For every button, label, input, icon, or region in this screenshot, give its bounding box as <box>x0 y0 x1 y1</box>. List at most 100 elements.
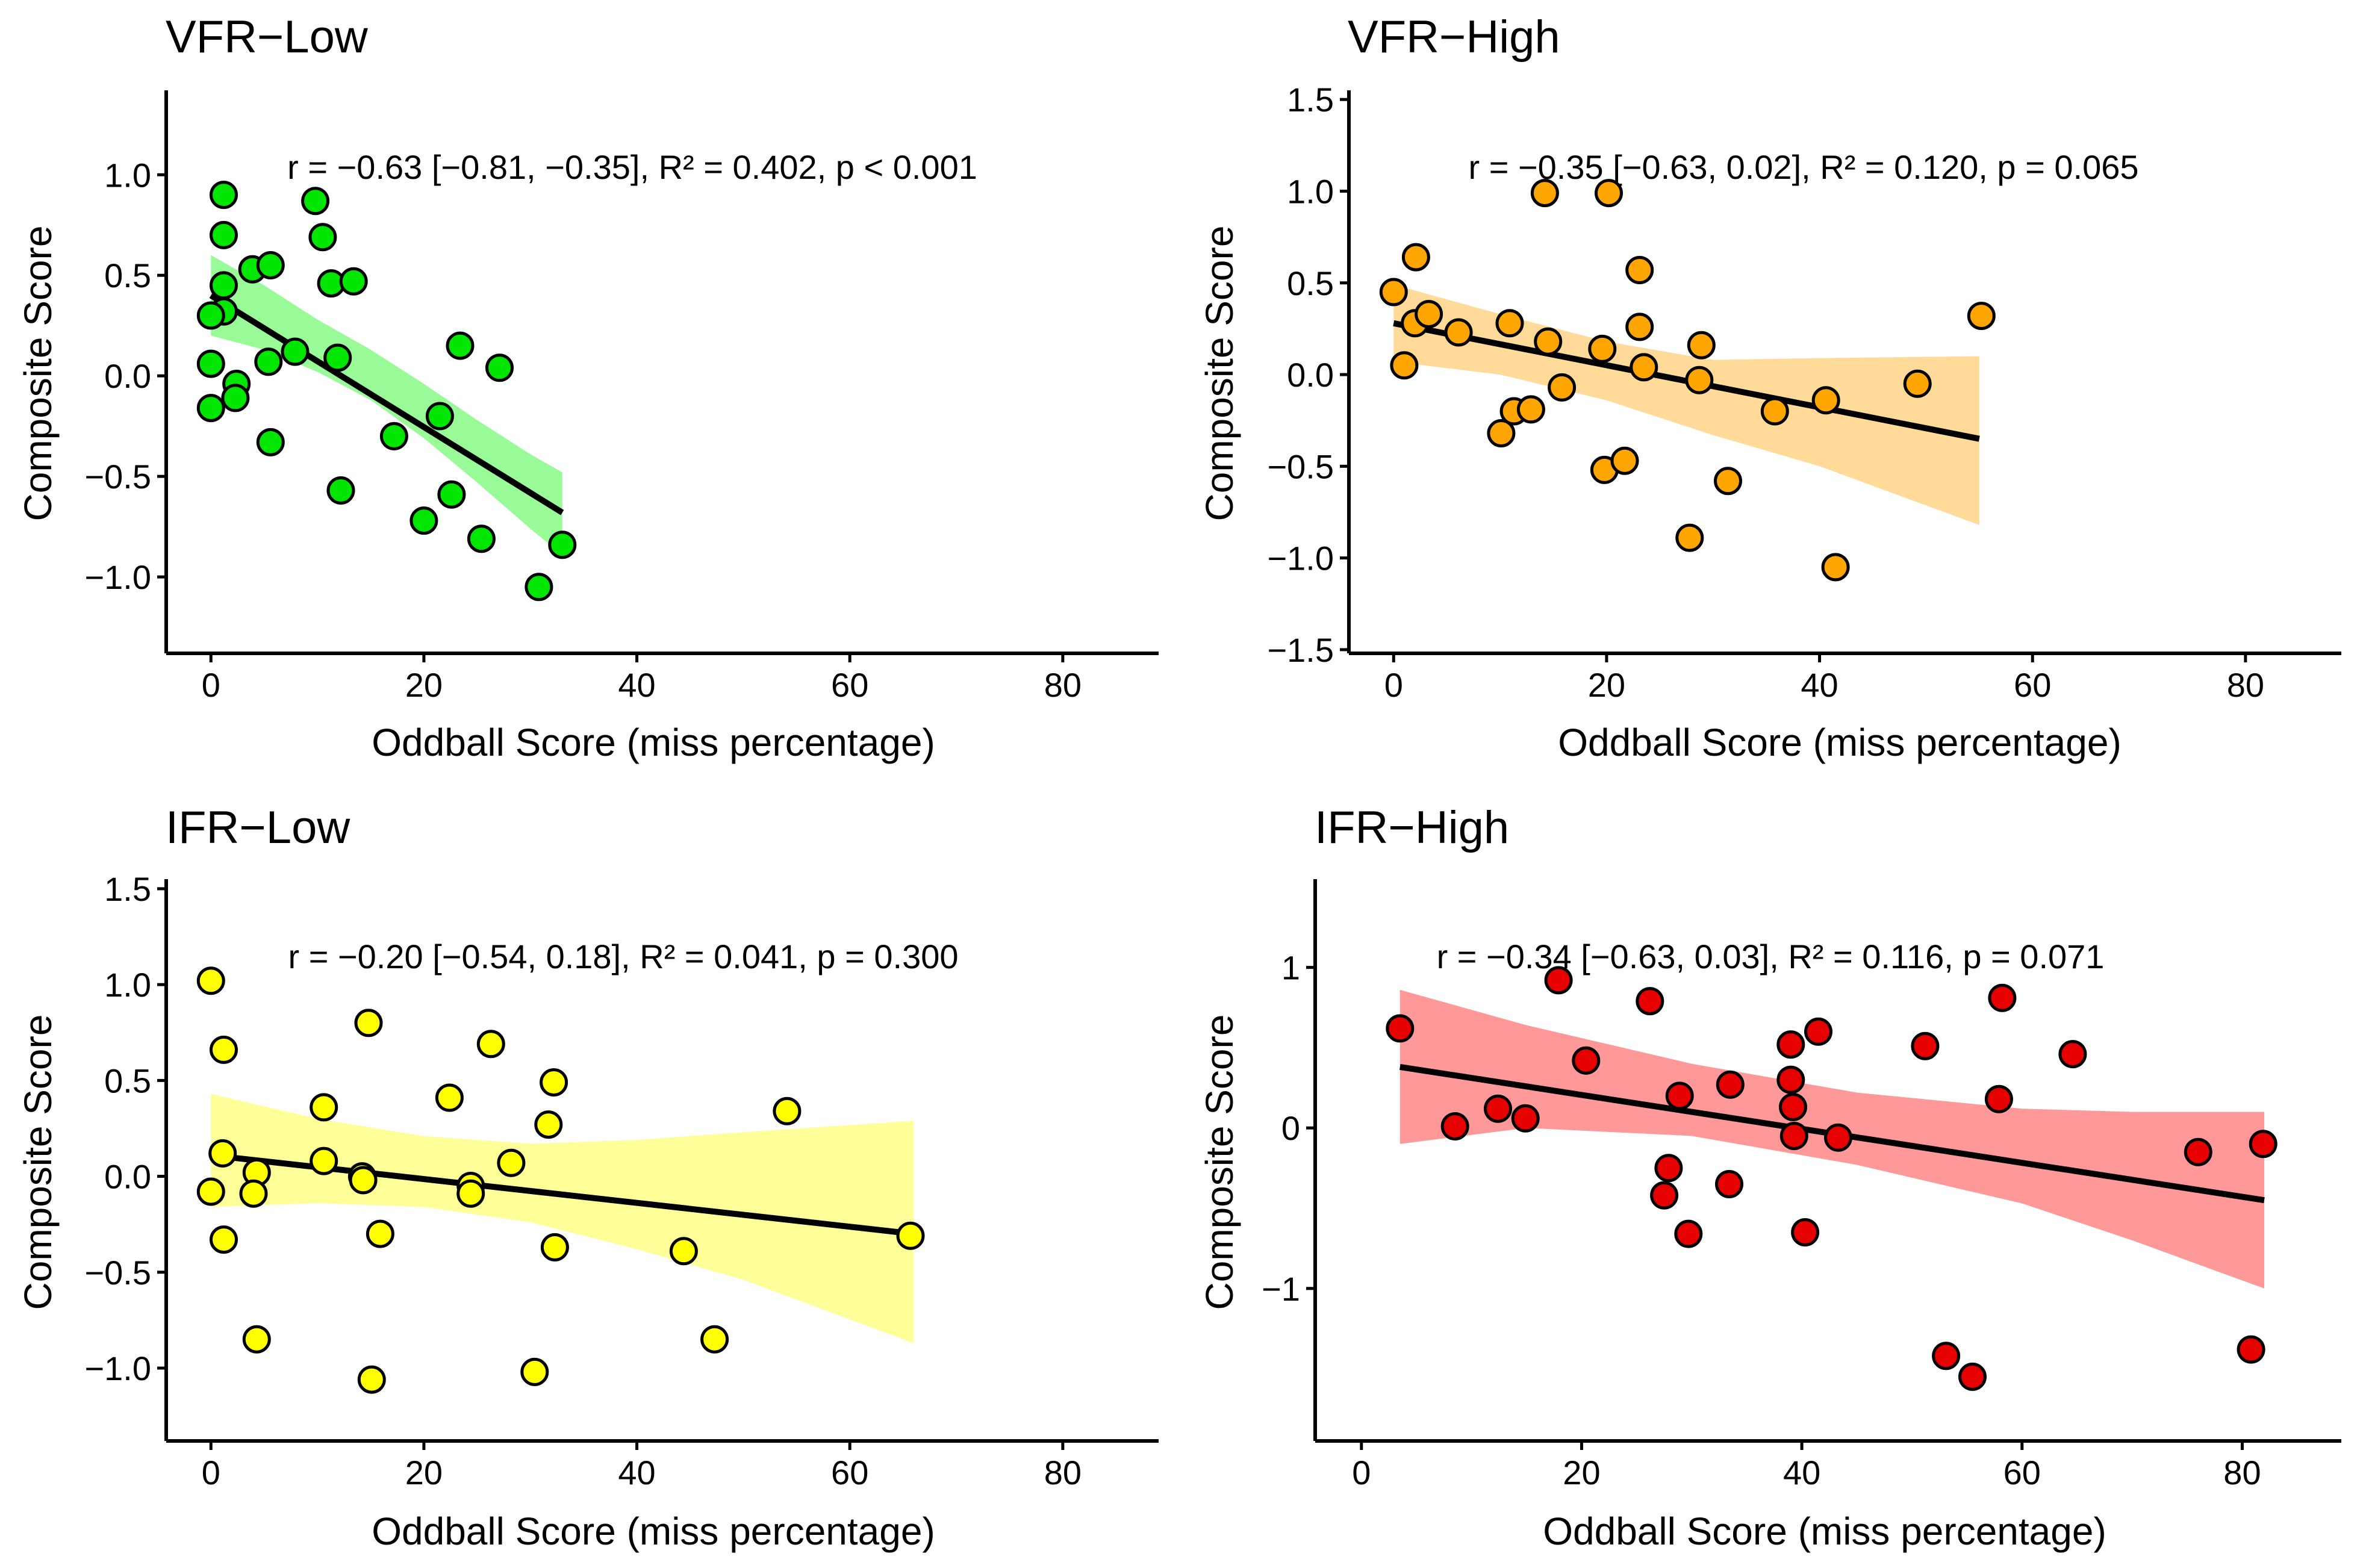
data-point <box>1630 353 1658 382</box>
y-tick-label: 0 <box>1281 1109 1300 1147</box>
data-point <box>196 301 225 330</box>
x-tick-label: 80 <box>2223 1454 2261 1492</box>
data-point <box>308 223 337 252</box>
data-point <box>196 349 225 378</box>
data-point <box>520 1357 549 1386</box>
data-point <box>1588 334 1617 363</box>
data-point <box>1544 966 1573 995</box>
data-point <box>339 267 368 296</box>
panel-vfr-low: VFR−Low Oddball Score (miss percentage) … <box>16 11 1159 764</box>
x-tick-label: 0 <box>202 666 220 704</box>
x-tick-label: 0 <box>1352 1454 1371 1492</box>
data-point <box>210 181 238 210</box>
y-tick-label: −1.5 <box>1267 631 1334 669</box>
data-point <box>1779 1122 1808 1150</box>
x-axis-title: Oddball Score (miss percentage) <box>1543 1510 2106 1553</box>
data-point <box>1821 553 1850 582</box>
x-tick-label: 60 <box>2014 666 2051 704</box>
data-point <box>1530 179 1559 208</box>
y-axis-title: Composite Score <box>1198 226 1241 521</box>
data-point <box>349 1166 378 1195</box>
data-point <box>525 573 553 602</box>
y-axis-title: Composite Score <box>16 226 60 521</box>
x-tick-label: 20 <box>1588 666 1625 704</box>
data-point <box>196 1177 225 1206</box>
stats-annotation: r = −0.35 [−0.63, 0.02], R² = 0.120, p =… <box>1468 148 2138 186</box>
data-point <box>281 337 310 366</box>
data-point <box>1779 1093 1807 1121</box>
data-point <box>1988 983 2017 1012</box>
data-point <box>1650 1181 1679 1210</box>
data-point <box>534 1110 563 1139</box>
y-axis-title: Composite Score <box>1198 1015 1241 1310</box>
data-point <box>1776 1065 1805 1094</box>
data-point <box>1715 1170 1743 1198</box>
data-point <box>323 343 352 372</box>
y-tick-label: −0.5 <box>1267 447 1334 485</box>
data-point <box>256 251 285 279</box>
data-point <box>456 1179 485 1208</box>
y-tick-label: 0.0 <box>104 357 151 395</box>
y-tick-label: 0.5 <box>104 257 151 294</box>
data-point <box>446 331 475 360</box>
y-tick-label: 0.0 <box>1287 356 1334 394</box>
data-point <box>1444 318 1473 347</box>
data-point <box>366 1219 394 1248</box>
data-point <box>310 1093 338 1122</box>
data-point <box>896 1221 925 1250</box>
data-point <box>409 506 438 535</box>
y-tick-label: −1.0 <box>1267 540 1334 577</box>
x-axis-title: Oddball Score (miss percentage) <box>1558 721 2122 764</box>
x-tick-label: 40 <box>1801 666 1838 704</box>
data-point <box>548 530 577 559</box>
x-axis-title: Oddball Score (miss percentage) <box>372 1510 935 1553</box>
x-tick-label: 40 <box>1783 1454 1820 1492</box>
y-tick-label: 1.5 <box>1287 81 1334 119</box>
x-tick-label: 80 <box>1044 1454 1082 1492</box>
data-point <box>1595 179 1623 208</box>
regression-line <box>209 293 564 515</box>
data-point <box>256 428 285 456</box>
y-tick-label: −0.5 <box>84 458 151 496</box>
y-tick-label: 0.5 <box>104 1062 151 1100</box>
data-point <box>208 1139 237 1168</box>
y-tick-label: 1.5 <box>104 870 151 908</box>
data-point <box>700 1325 729 1354</box>
panel-title: IFR−Low <box>166 802 350 853</box>
data-point <box>2184 1137 2212 1166</box>
data-point <box>196 966 225 995</box>
y-tick-label: 1.0 <box>104 156 151 194</box>
y-axis-title: Composite Score <box>16 1015 60 1310</box>
data-point <box>467 524 496 553</box>
data-point <box>1687 331 1716 359</box>
data-point <box>1911 1031 1940 1060</box>
data-point <box>1516 395 1545 424</box>
y-tick-label: 0.5 <box>1287 264 1334 302</box>
data-point <box>357 1365 386 1394</box>
data-point <box>1534 327 1563 356</box>
y-tick-label: 1.0 <box>104 966 151 1004</box>
data-point <box>1511 1104 1540 1133</box>
data-point <box>379 422 408 450</box>
y-tick-label: 1.0 <box>1287 173 1334 211</box>
y-tick-label: 1 <box>1281 949 1300 987</box>
x-tick-label: 40 <box>618 1454 655 1492</box>
data-point <box>301 187 330 216</box>
x-axis-title: Oddball Score (miss percentage) <box>372 721 935 764</box>
stats-annotation: r = −0.63 [−0.81, −0.35], R² = 0.402, p … <box>287 148 977 186</box>
x-tick-label: 20 <box>405 666 443 704</box>
data-point <box>1984 1084 2013 1113</box>
data-point <box>425 402 454 431</box>
data-point <box>1379 278 1408 306</box>
panel-vfr-high: VFR−High Oddball Score (miss percentage)… <box>1198 11 2341 764</box>
data-point <box>1401 243 1430 272</box>
panel-ifr-low: IFR−Low Oddball Score (miss percentage) … <box>16 802 1159 1553</box>
data-point <box>540 1068 568 1097</box>
data-point <box>1390 351 1419 380</box>
data-point <box>254 347 283 376</box>
x-tick-label: 20 <box>405 1454 443 1492</box>
data-point <box>1386 1014 1415 1043</box>
panel-ifr-high: IFR−High Oddball Score (miss percentage)… <box>1198 802 2341 1553</box>
data-point <box>1572 1046 1601 1075</box>
data-point <box>669 1237 698 1266</box>
